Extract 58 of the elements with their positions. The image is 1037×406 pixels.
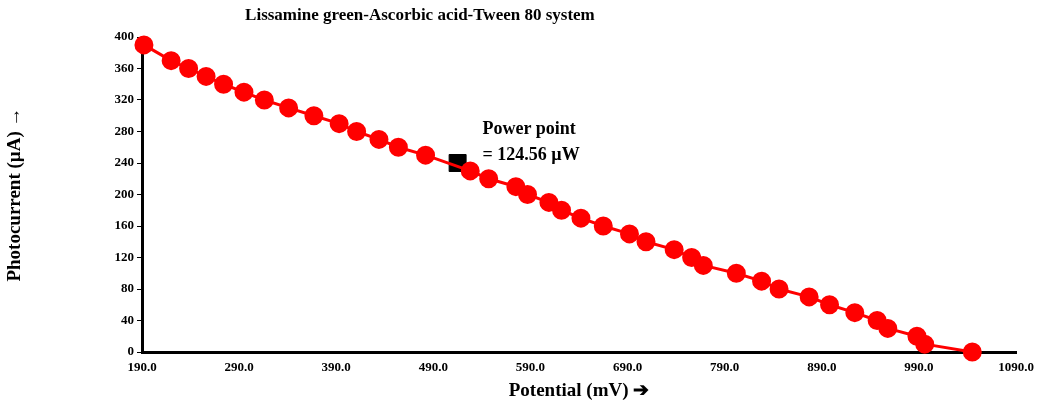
- x-axis-title: Potential (mV) ➔: [508, 378, 650, 401]
- x-tick-label: 190.0: [127, 359, 157, 375]
- y-tick-label: 200: [114, 185, 134, 201]
- x-tick-label: 690.0: [612, 359, 643, 375]
- point: [915, 334, 935, 354]
- x-tick-label: 290.0: [224, 359, 254, 375]
- y-tick-label: 320: [114, 91, 134, 107]
- point: [752, 271, 772, 291]
- x-tick-label: 990.0: [904, 359, 934, 375]
- point: [518, 185, 538, 204]
- x-tick-label: 590.0: [515, 359, 546, 375]
- point: [196, 66, 216, 86]
- point: [593, 216, 613, 236]
- point: [479, 169, 499, 189]
- point: [179, 59, 199, 78]
- x-tick-label: 890.0: [807, 359, 837, 375]
- point: [161, 51, 181, 71]
- y-axis-title: Photocurrent (µA) →: [3, 107, 26, 282]
- point: [620, 224, 639, 244]
- x-tick-label: 1090.0: [998, 359, 1034, 375]
- point: [134, 35, 154, 55]
- point: [254, 90, 274, 110]
- y-tick-label: 120: [114, 248, 134, 264]
- point: [329, 114, 349, 134]
- y-tick-label: 360: [114, 59, 134, 75]
- y-tick-label: 80: [121, 280, 134, 296]
- point: [799, 287, 819, 307]
- y-tick-label: 400: [114, 28, 134, 44]
- point: [214, 74, 234, 94]
- point: [962, 342, 982, 362]
- point: [820, 295, 840, 315]
- x-tick-label: 490.0: [418, 359, 448, 375]
- point: [552, 200, 572, 220]
- y-tick-label: 160: [114, 217, 134, 233]
- x-tick-label: 390.0: [321, 359, 351, 375]
- point: [369, 129, 389, 149]
- point: [878, 318, 898, 338]
- point: [234, 82, 254, 102]
- point: [460, 161, 480, 181]
- point: [347, 122, 367, 141]
- point: [388, 137, 408, 157]
- y-tick-label: 280: [114, 122, 134, 138]
- y-tick-label: 240: [114, 154, 134, 170]
- y-tick-label: 0: [127, 343, 134, 359]
- point: [571, 208, 591, 228]
- chart-title: Lissamine green-Ascorbic acid-Tween 80 system: [245, 5, 595, 25]
- x-tick-label: 790.0: [710, 359, 740, 375]
- point: [279, 98, 299, 118]
- point: [416, 145, 436, 165]
- point: [304, 106, 324, 126]
- point: [636, 232, 656, 252]
- point: [769, 279, 789, 299]
- y-tick-label: 40: [121, 311, 134, 327]
- point: [664, 240, 684, 260]
- point: [693, 255, 713, 275]
- point: [726, 263, 746, 283]
- annotation: Power point = 124.56 µW: [482, 117, 580, 164]
- point: [845, 303, 865, 323]
